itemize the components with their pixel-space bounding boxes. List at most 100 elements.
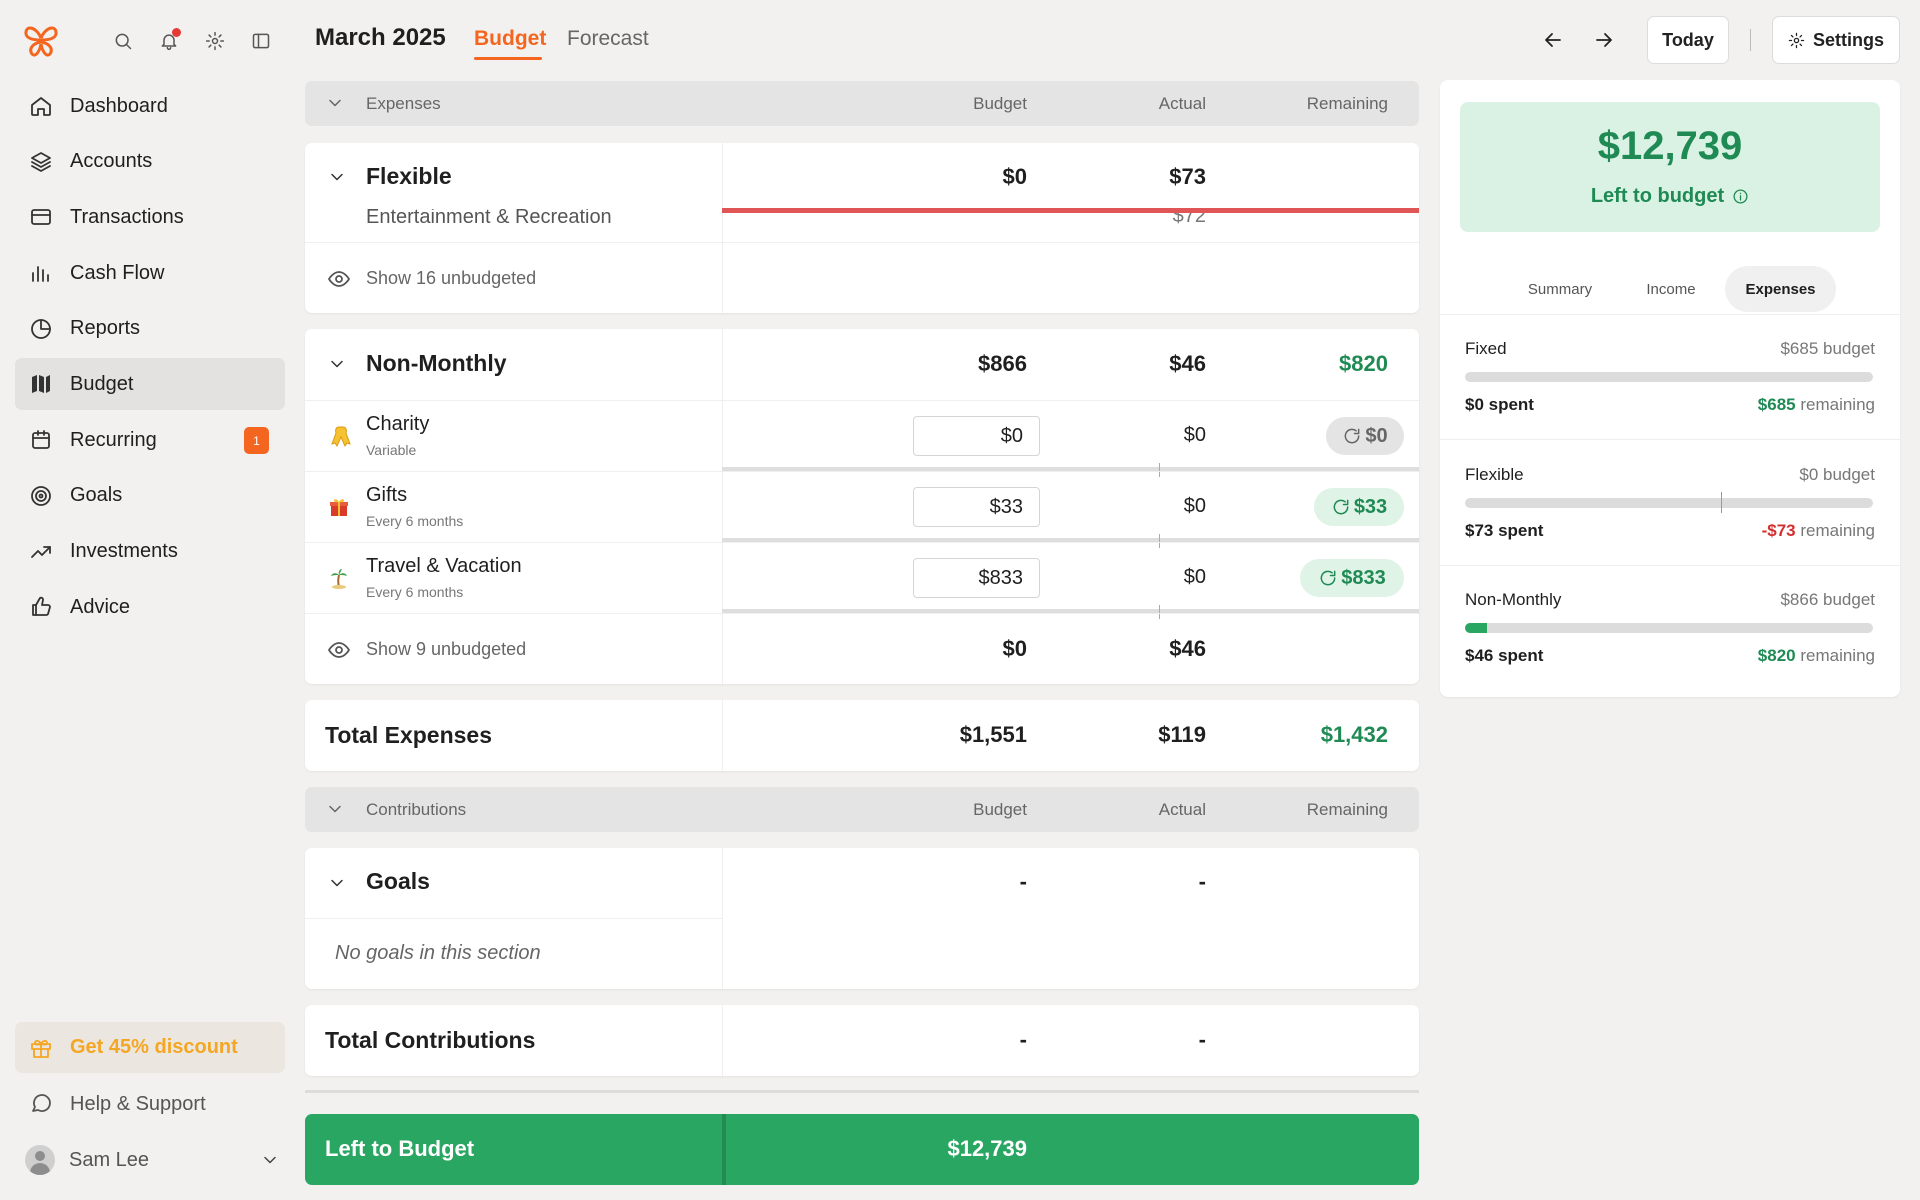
contributions-header[interactable]: Contributions Budget Actual Remaining — [305, 787, 1419, 832]
section-header-row[interactable]: Goals - - — [305, 848, 1419, 918]
group-progress-bar — [1465, 372, 1873, 382]
tab-forecast[interactable]: Forecast — [567, 27, 649, 50]
show-unbudgeted-row[interactable]: Show 16 unbudgeted — [305, 242, 1419, 313]
search-icon[interactable] — [110, 28, 136, 54]
total-expenses-label: Total Expenses — [325, 722, 493, 748]
expenses-header[interactable]: Expenses Budget Actual Remaining — [305, 81, 1419, 126]
sidebar-item-label: Cash Flow — [70, 261, 165, 284]
group-name: Flexible — [1465, 465, 1524, 484]
bar-chart-icon — [32, 266, 49, 282]
show-unbudgeted-label: Show 9 unbudgeted — [366, 639, 527, 659]
tab-summary[interactable]: Summary — [1527, 280, 1593, 298]
sidebar-item-reports[interactable]: Reports — [15, 303, 285, 355]
group-progress-bar — [1465, 623, 1873, 633]
gear-icon — [1788, 32, 1805, 48]
sidebar-item-label: Goals — [70, 484, 123, 507]
sidebar-toggle-icon[interactable] — [248, 28, 274, 54]
tab-income[interactable]: Income — [1646, 280, 1696, 298]
home-icon — [31, 97, 51, 116]
budget-input[interactable]: $0 — [913, 416, 1040, 456]
section-header-row[interactable]: Non-Monthly $866 $46 $820 — [305, 329, 1419, 400]
group-remaining: $685 remaining — [1758, 395, 1875, 415]
budget-input[interactable]: $833 — [913, 558, 1040, 598]
empty-goals-row: No goals in this section — [305, 918, 723, 989]
tab-expenses[interactable]: Expenses — [1725, 266, 1836, 312]
gift-box-icon — [330, 499, 348, 516]
section-title: Non-Monthly — [366, 350, 507, 376]
help-label: Help & Support — [70, 1092, 206, 1115]
info-icon[interactable] — [1732, 188, 1749, 205]
layers-icon — [31, 151, 51, 172]
category-name: Entertainment & Recreation — [366, 206, 612, 228]
sidebar-item-investments[interactable]: Investments — [15, 526, 285, 578]
credit-card-icon — [31, 209, 51, 226]
empty-message: No goals in this section — [335, 942, 541, 964]
palm-tree-icon — [331, 569, 347, 589]
category-row-charity[interactable]: Charity Variable $0 $0 $0 — [305, 400, 1419, 477]
rollover-pill[interactable]: $833 — [1300, 559, 1404, 597]
rollover-pill[interactable]: $33 — [1314, 488, 1404, 526]
show-unbudgeted-row[interactable]: Show 9 unbudgeted $0 $46 — [305, 613, 1419, 684]
total-budget: $1,551 — [959, 722, 1027, 747]
eye-icon — [328, 642, 350, 658]
flexible-section: Entertainment & Recreation $72 Flexible … — [305, 143, 1419, 313]
header-divider — [1750, 29, 1751, 51]
promo-label: Get 45% discount — [70, 1036, 238, 1058]
group-budget: $685 budget — [1780, 339, 1875, 358]
col-budget: Budget — [973, 800, 1027, 819]
budget-input[interactable]: $33 — [913, 487, 1040, 527]
settings-label: Settings — [1812, 29, 1884, 50]
today-button[interactable]: Today — [1647, 16, 1729, 64]
chevron-down-icon — [264, 1156, 276, 1164]
category-row-gifts[interactable]: Gifts Every 6 months $33 $0 $33 — [305, 471, 1419, 548]
user-menu[interactable]: Sam Lee — [25, 1143, 280, 1177]
sidebar-item-advice[interactable]: Advice — [15, 581, 285, 633]
bell-icon[interactable] — [156, 28, 182, 54]
category-name: Travel & Vacation — [366, 555, 522, 577]
sidebar-item-accounts[interactable]: Accounts — [15, 136, 285, 188]
category-row-travel[interactable]: Travel & Vacation Every 6 months $833 $0… — [305, 542, 1419, 619]
total-contributions-label: Total Contributions — [325, 1027, 536, 1053]
rollover-amount: $33 — [1353, 495, 1388, 518]
sidebar-item-budget[interactable]: Budget — [15, 358, 285, 411]
col-actual: Actual — [1158, 94, 1206, 113]
sidebar-item-cash-flow[interactable]: Cash Flow — [15, 247, 285, 299]
thumbs-up-icon — [32, 597, 51, 617]
group-name: Non-Monthly — [1465, 590, 1562, 609]
page-title: March 2025 — [315, 24, 446, 51]
total-contributions-row: Total Contributions - - — [305, 1005, 1419, 1076]
rollover-amount: $833 — [1341, 566, 1386, 589]
gear-icon[interactable] — [202, 28, 228, 54]
remaining-word: remaining — [1800, 521, 1875, 540]
sidebar-item-label: Recurring — [70, 428, 157, 451]
ribbon-icon — [331, 426, 351, 448]
discount-promo-button[interactable]: Get 45% discount — [15, 1022, 285, 1073]
rollover-pill[interactable]: $0 — [1326, 417, 1404, 455]
arrow-right-icon[interactable] — [1592, 28, 1616, 52]
refresh-icon — [1333, 499, 1349, 515]
sidebar-item-goals[interactable]: Goals — [15, 470, 285, 522]
category-frequency: Variable — [366, 442, 417, 458]
help-support-link[interactable]: Help & Support — [15, 1078, 285, 1130]
sidebar-item-dashboard[interactable]: Dashboard — [15, 80, 285, 132]
col-remaining: Remaining — [1306, 94, 1388, 113]
eye-icon — [328, 271, 350, 287]
section-actual: - — [1198, 869, 1206, 894]
total-budget: - — [1019, 1027, 1027, 1052]
tab-budget[interactable]: Budget — [474, 27, 547, 50]
arrow-left-icon[interactable] — [1541, 28, 1565, 52]
section-remaining: $820 — [1339, 351, 1388, 376]
bar-tick — [1159, 463, 1160, 477]
section-header-row[interactable]: Flexible $0 $73 — [305, 143, 1419, 209]
total-actual: - — [1198, 1027, 1206, 1052]
col-actual: Actual — [1158, 800, 1206, 819]
bar-tick — [1159, 534, 1160, 548]
category-actual: $0 — [1183, 566, 1206, 588]
sidebar-item-transactions[interactable]: Transactions — [15, 191, 285, 243]
section-title: Goals — [366, 868, 430, 894]
budget-summary-panel: $12,739 Left to budget Summary Income Ex… — [1440, 80, 1900, 697]
refresh-icon — [1320, 570, 1336, 586]
sidebar-item-recurring[interactable]: Recurring 1 — [15, 414, 285, 466]
settings-button[interactable]: Settings — [1772, 16, 1900, 64]
butterfly-logo-icon[interactable] — [22, 22, 60, 60]
